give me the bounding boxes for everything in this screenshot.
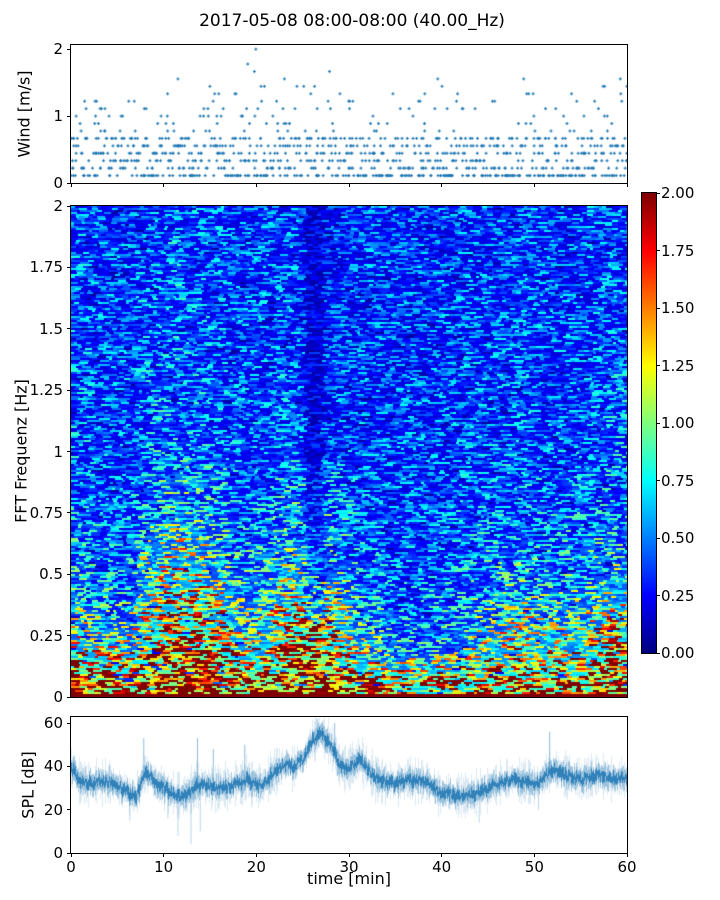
fft-y-tickmark bbox=[67, 451, 71, 452]
wind-y-ticklabel: 0 bbox=[53, 174, 63, 192]
colorbar-tickmark bbox=[656, 537, 660, 539]
colorbar-ticklabel: 1.50 bbox=[661, 299, 695, 317]
spl-x-tickmark bbox=[533, 853, 535, 857]
fft-y-tickmark bbox=[67, 328, 71, 330]
fft-y-ticklabel: 0.5 bbox=[39, 565, 63, 584]
spl-y-ticklabel: 60 bbox=[43, 714, 63, 732]
colorbar-tickmark bbox=[656, 652, 660, 654]
spl-y-ticklabel: 40 bbox=[43, 757, 63, 776]
spl-x-ticklabel: 0 bbox=[66, 858, 76, 876]
spl-y-ticklabel: 0 bbox=[53, 844, 63, 862]
wind-x-tickmark bbox=[163, 183, 165, 187]
fft-y-ticklabel: 1 bbox=[53, 442, 63, 461]
colorbar-tickmark bbox=[656, 307, 660, 309]
wind-x-tickmark bbox=[533, 183, 535, 187]
wind-x-tickmark bbox=[255, 183, 257, 187]
colorbar-ticklabel: 0.50 bbox=[661, 529, 695, 547]
colorbar-tickmark bbox=[656, 422, 660, 424]
colorbar-ticklabel: 2.00 bbox=[661, 184, 695, 202]
spl-x-ticklabel: 10 bbox=[154, 858, 174, 876]
wind-y-tickmark bbox=[67, 48, 71, 50]
fft-y-ticklabel: 2 bbox=[53, 197, 63, 215]
spl-x-ticklabel: 50 bbox=[524, 858, 544, 876]
colorbar bbox=[641, 192, 657, 654]
fft-y-axis-label: FFT Frequenz [Hz] bbox=[11, 379, 31, 523]
colorbar-tickmark bbox=[656, 250, 660, 251]
colorbar-tickmark bbox=[656, 595, 660, 596]
colorbar-tickmark bbox=[656, 480, 660, 481]
spl-x-tickmark bbox=[255, 853, 257, 857]
fft-y-ticklabel: 0.75 bbox=[29, 503, 63, 522]
wind-y-ticklabel: 2 bbox=[53, 40, 63, 58]
wind-y-axis-label: Wind [m/s] bbox=[14, 70, 34, 158]
colorbar-ticklabel: 1.25 bbox=[661, 356, 695, 375]
colorbar-ticklabel: 1.00 bbox=[661, 414, 695, 432]
fft-y-tickmark bbox=[67, 512, 71, 514]
spl-y-ticklabel: 20 bbox=[43, 800, 63, 819]
fft-y-ticklabel: 0.25 bbox=[29, 626, 63, 645]
fft-y-ticklabel: 1.5 bbox=[39, 319, 63, 338]
spl-x-tickmark bbox=[70, 853, 72, 857]
spl-x-tickmark bbox=[163, 853, 165, 857]
fft-y-ticklabel: 1.25 bbox=[29, 381, 63, 400]
fft-y-tickmark bbox=[67, 635, 71, 637]
spl-x-ticklabel: 30 bbox=[339, 858, 359, 876]
fft-spectrogram-heatmap bbox=[71, 206, 627, 697]
spl-x-ticklabel: 20 bbox=[246, 858, 266, 876]
fft-y-ticklabel: 0 bbox=[53, 688, 63, 706]
colorbar-ticklabel: 0.25 bbox=[661, 586, 695, 605]
wind-y-tickmark bbox=[67, 115, 71, 117]
spl-y-tickmark bbox=[67, 765, 71, 767]
colorbar-tickmark bbox=[656, 192, 660, 194]
colorbar-ticklabel: 0.00 bbox=[661, 644, 695, 662]
fft-y-tickmark bbox=[67, 389, 71, 391]
spl-y-axis-label: SPL [dB] bbox=[18, 751, 38, 819]
wind-x-tickmark bbox=[70, 183, 72, 187]
spl-y-tickmark bbox=[67, 852, 71, 854]
wind-x-tickmark bbox=[441, 183, 443, 187]
fft-y-tickmark bbox=[67, 696, 71, 698]
wind-x-tickmark bbox=[626, 183, 628, 187]
spl-y-tickmark bbox=[67, 722, 71, 724]
fft-y-tickmark bbox=[67, 205, 71, 207]
spl-line-plot bbox=[71, 717, 627, 853]
wind-scatter-plot bbox=[71, 45, 627, 183]
colorbar-gradient bbox=[642, 193, 656, 653]
colorbar-tickmark bbox=[656, 365, 660, 366]
spectrogram-panel bbox=[70, 205, 628, 698]
spl-x-ticklabel: 40 bbox=[432, 858, 452, 876]
spl-x-tickmark bbox=[441, 853, 443, 857]
time-x-axis-label: time [min] bbox=[307, 869, 391, 888]
fft-y-tickmark bbox=[67, 266, 71, 268]
wind-y-tickmark bbox=[67, 182, 71, 184]
spl-panel bbox=[70, 716, 628, 854]
wind-y-ticklabel: 1 bbox=[53, 107, 63, 125]
figure-title: 2017-05-08 08:00-08:00 (40.00_Hz) bbox=[199, 11, 505, 31]
spl-x-tickmark bbox=[626, 853, 628, 857]
spl-x-ticklabel: 60 bbox=[617, 858, 637, 876]
fft-y-tickmark bbox=[67, 573, 71, 575]
spl-x-tickmark bbox=[348, 853, 350, 857]
wind-panel bbox=[70, 44, 628, 184]
fft-y-ticklabel: 1.75 bbox=[29, 258, 63, 277]
wind-x-tickmark bbox=[348, 183, 350, 187]
colorbar-ticklabel: 0.75 bbox=[661, 471, 695, 490]
colorbar-ticklabel: 1.75 bbox=[661, 241, 695, 260]
spl-y-tickmark bbox=[67, 809, 71, 811]
